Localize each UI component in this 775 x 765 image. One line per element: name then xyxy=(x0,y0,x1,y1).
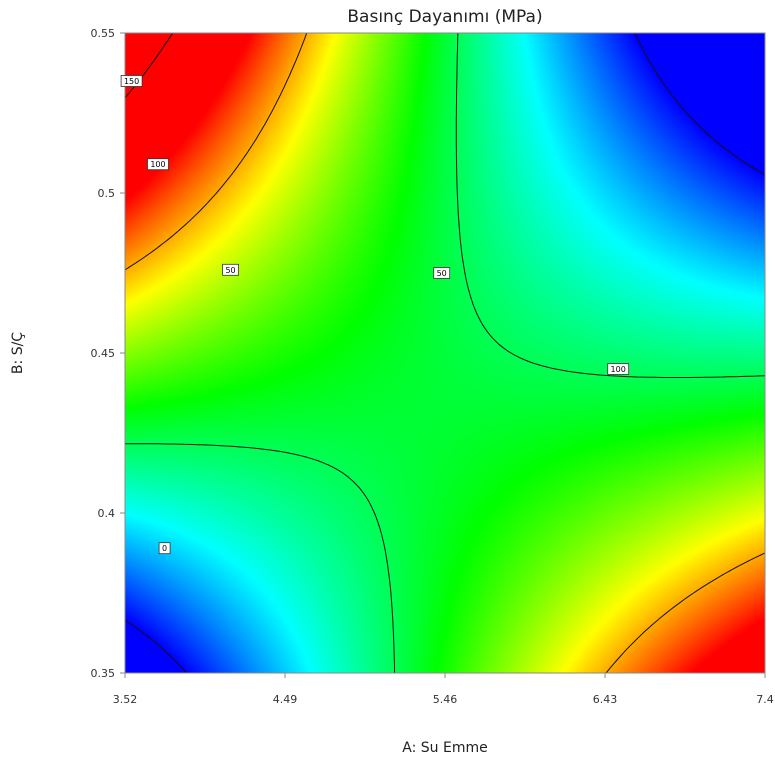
contour-label-box xyxy=(158,542,171,555)
y-tick-label: 0.45 xyxy=(91,347,116,360)
contour-label: 100 xyxy=(607,363,630,375)
contour-label-box xyxy=(120,75,143,87)
x-tick-label: 7.4 xyxy=(756,693,774,706)
x-axis-label: A: Su Emme xyxy=(402,740,487,756)
contour-label-box xyxy=(607,363,630,375)
contour-label-box xyxy=(222,263,239,276)
contour-label-text: 50 xyxy=(437,269,447,278)
x-tick-label: 3.52 xyxy=(113,693,138,706)
x-tick-label: 6.43 xyxy=(593,693,618,706)
contour-label-text: 50 xyxy=(225,266,235,275)
y-tick-label: 0.35 xyxy=(91,667,116,680)
y-tick-label: 0.5 xyxy=(98,187,116,200)
contour-label: 50 xyxy=(222,263,239,276)
heatmap-surface xyxy=(125,33,765,673)
contour-label-box xyxy=(433,267,451,279)
contour-label-text: 0 xyxy=(162,544,167,553)
contour-label: 150 xyxy=(120,75,143,87)
contour-label-text: 150 xyxy=(124,77,139,86)
y-tick-label: 0.4 xyxy=(98,507,116,520)
x-tick-label: 4.49 xyxy=(273,693,298,706)
contour-label-text: 100 xyxy=(150,160,165,169)
contour-lines xyxy=(125,33,765,673)
y-axis-label: B: S/Ç xyxy=(10,332,26,374)
contour-label: 0 xyxy=(158,542,171,555)
x-axis: 3.52 4.49 5.46 6.43 7.4 xyxy=(113,673,774,706)
contour-label: 50 xyxy=(433,267,451,279)
chart-title: Basınç Dayanımı (MPa) xyxy=(347,7,542,27)
contour-line-50 xyxy=(125,33,765,673)
contour-line-0 xyxy=(125,33,765,673)
contour-label-text: 100 xyxy=(611,365,626,374)
contour-label: 100 xyxy=(147,158,169,171)
contour-line-100 xyxy=(125,33,765,673)
contour-label-box xyxy=(147,158,169,171)
contour-labels: 150 100 50 50 100 0 xyxy=(120,75,630,555)
x-tick-label: 5.46 xyxy=(433,693,458,706)
y-axis: 0.35 0.4 0.45 0.5 0.55 xyxy=(91,27,125,680)
y-tick-label: 0.55 xyxy=(91,27,116,40)
